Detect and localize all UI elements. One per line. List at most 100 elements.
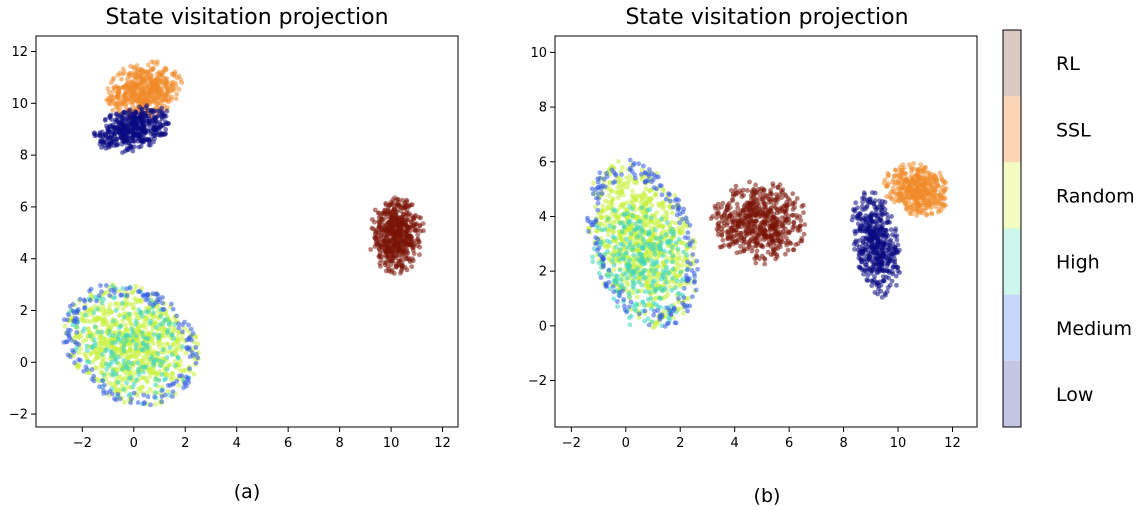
scatter-point: [774, 206, 780, 212]
scatter-point: [746, 226, 751, 232]
scatter-point: [116, 347, 122, 353]
scatter-point: [613, 244, 619, 250]
scatter-point: [675, 261, 681, 267]
scatter-point: [107, 361, 113, 367]
scatter-point: [111, 333, 117, 338]
scatter-point: [125, 97, 130, 102]
scatter-point: [144, 81, 150, 87]
scatter-point: [139, 323, 145, 329]
scatter-point: [113, 111, 119, 117]
scatter-point: [173, 80, 178, 86]
scatter-point: [903, 178, 909, 183]
scatter-point: [638, 219, 643, 225]
scatter-point: [184, 383, 189, 389]
scatter-point: [91, 373, 97, 379]
scatter-point: [621, 257, 627, 262]
scatter-point: [134, 377, 140, 382]
scatter-point: [150, 291, 156, 296]
scatter-point: [784, 218, 789, 224]
x-tick-label: 8: [335, 436, 343, 451]
scatter-point: [738, 230, 744, 236]
scatter-point: [143, 78, 148, 83]
scatter-point: [736, 213, 742, 218]
scatter-point: [629, 193, 635, 198]
scatter-point: [385, 205, 391, 211]
scatter-point: [76, 350, 82, 356]
panel-a-title: State visitation projection: [105, 5, 388, 30]
scatter-point: [770, 181, 776, 187]
scatter-point: [589, 186, 595, 192]
scatter-point: [189, 350, 195, 355]
scatter-point: [94, 306, 100, 312]
scatter-point: [672, 193, 678, 198]
scatter-point: [110, 107, 116, 113]
scatter-point: [94, 298, 99, 304]
scatter-point: [605, 244, 611, 250]
scatter-point: [74, 341, 79, 346]
scatter-point: [930, 177, 936, 183]
y-tick-label: 2: [20, 304, 28, 319]
scatter-point: [595, 200, 601, 206]
scatter-point: [652, 308, 657, 314]
scatter-point: [113, 397, 119, 403]
scatter-point: [99, 300, 105, 306]
scatter-point: [145, 62, 151, 68]
scatter-point: [888, 196, 894, 201]
scatter-point: [914, 199, 920, 205]
scatter-point: [369, 225, 375, 231]
scatter-point: [762, 261, 768, 267]
scatter-point: [614, 299, 620, 304]
scatter-point: [120, 286, 126, 291]
scatter-point: [733, 183, 739, 189]
scatter-point: [85, 348, 90, 353]
scatter-point: [118, 292, 124, 298]
scatter-point: [417, 244, 423, 250]
scatter-point: [100, 378, 106, 384]
scatter-point: [637, 239, 642, 245]
scatter-point: [158, 313, 164, 319]
scatter-point: [753, 197, 759, 203]
scatter-point: [124, 293, 130, 298]
scatter-point: [678, 269, 684, 275]
scatter-point: [922, 208, 927, 214]
scatter-point: [775, 194, 780, 200]
scatter-point: [618, 241, 624, 247]
scatter-point: [792, 205, 798, 210]
scatter-point: [115, 117, 120, 123]
scatter-point: [153, 130, 159, 136]
scatter-point: [157, 73, 162, 79]
panel-b-title: State visitation projection: [625, 5, 908, 30]
y-tick-label: 12: [11, 45, 28, 60]
cluster-ssl: [881, 161, 949, 218]
scatter-point: [146, 76, 152, 82]
scatter-point: [172, 363, 178, 368]
scatter-point: [121, 314, 127, 320]
scatter-points: [61, 59, 426, 408]
y-tick-label: 8: [20, 149, 28, 164]
scatter-point: [160, 98, 166, 103]
scatter-point: [120, 300, 125, 306]
scatter-point: [155, 351, 161, 356]
scatter-point: [380, 210, 386, 216]
scatter-point: [103, 361, 109, 367]
scatter-point: [141, 392, 147, 398]
scatter-point: [89, 367, 95, 372]
scatter-point: [692, 278, 697, 284]
scatter-point: [738, 235, 744, 240]
scatter-point: [159, 399, 165, 405]
scatter-point: [175, 354, 181, 360]
scatter-point: [657, 183, 663, 188]
scatter-point: [674, 274, 680, 280]
scatter-point: [590, 222, 596, 228]
scatter-point: [107, 293, 113, 298]
scatter-point: [760, 190, 766, 196]
scatter-point: [778, 205, 784, 211]
scatter-point: [180, 344, 186, 350]
scatter-point: [737, 249, 743, 255]
scatter-point: [681, 310, 686, 316]
scatter-point: [148, 356, 154, 362]
cluster-low: [91, 103, 171, 156]
scatter-point: [679, 278, 684, 284]
scatter-point: [653, 192, 658, 198]
scatter-point: [389, 225, 395, 230]
